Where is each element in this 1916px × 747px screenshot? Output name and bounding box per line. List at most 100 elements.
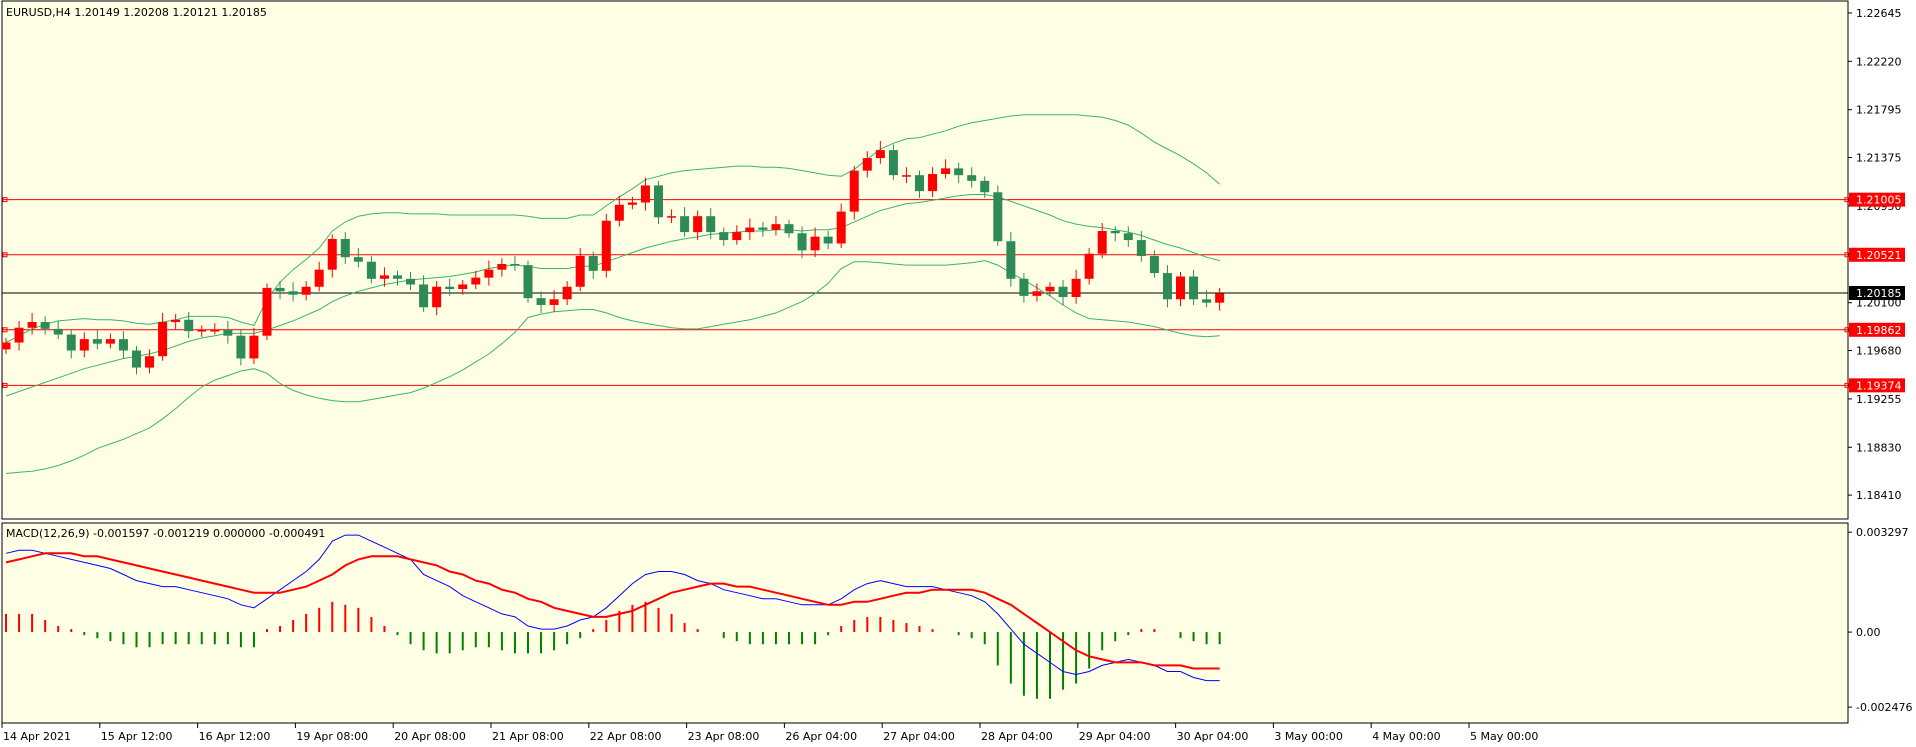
candle[interactable] [797, 226, 807, 259]
candle[interactable] [693, 210, 703, 241]
candle[interactable] [105, 333, 115, 349]
candle[interactable] [184, 311, 194, 338]
candle[interactable] [627, 196, 637, 210]
candle[interactable] [132, 345, 141, 375]
candle[interactable] [510, 256, 520, 271]
candles[interactable] [1, 141, 1225, 375]
candle[interactable] [993, 185, 1003, 246]
macd-pane[interactable] [1, 522, 1849, 724]
candle[interactable] [732, 225, 742, 245]
candle[interactable] [915, 170, 924, 198]
candle[interactable] [928, 167, 938, 197]
candle[interactable] [823, 230, 833, 250]
candle[interactable] [771, 216, 781, 236]
candle[interactable] [1202, 290, 1212, 308]
candle[interactable] [393, 270, 402, 286]
candle[interactable] [197, 325, 207, 337]
candle[interactable] [353, 248, 363, 268]
candle[interactable] [654, 180, 663, 225]
candle[interactable] [1110, 226, 1120, 242]
candle[interactable] [40, 316, 50, 335]
candle[interactable] [53, 320, 63, 340]
candle[interactable] [118, 331, 128, 359]
candle[interactable] [314, 261, 324, 292]
candle[interactable] [875, 141, 885, 164]
candle[interactable] [14, 320, 24, 351]
candle[interactable] [484, 260, 494, 286]
candle[interactable] [745, 218, 755, 241]
candle[interactable] [66, 330, 76, 359]
candle[interactable] [458, 279, 468, 295]
candle[interactable] [1084, 248, 1094, 285]
candle[interactable] [523, 260, 533, 303]
candle[interactable] [210, 323, 220, 335]
candle[interactable] [1149, 250, 1159, 278]
candle[interactable] [640, 177, 650, 211]
candle[interactable] [471, 270, 481, 290]
level-handle[interactable] [2, 197, 8, 203]
candle[interactable] [941, 159, 951, 179]
candle[interactable] [1071, 269, 1081, 304]
candle[interactable] [27, 312, 37, 335]
candle[interactable] [1019, 273, 1029, 303]
candle[interactable] [849, 166, 859, 220]
candle[interactable] [1032, 283, 1042, 302]
candle[interactable] [1097, 223, 1107, 259]
candle[interactable] [171, 314, 181, 331]
candle[interactable] [158, 312, 168, 361]
candle[interactable] [862, 151, 872, 178]
candle[interactable] [1189, 269, 1199, 305]
candle[interactable] [262, 283, 272, 341]
candle[interactable] [706, 208, 716, 239]
candle[interactable] [719, 227, 729, 246]
candle[interactable] [92, 330, 102, 350]
level-handle[interactable] [2, 252, 8, 258]
candle[interactable] [1123, 226, 1133, 247]
candle[interactable] [967, 167, 977, 188]
candle[interactable] [575, 248, 585, 292]
candle[interactable] [836, 203, 846, 249]
candle[interactable] [145, 349, 155, 374]
level-handle[interactable] [2, 327, 8, 333]
candle[interactable] [888, 144, 898, 180]
candle[interactable] [445, 278, 455, 296]
candle[interactable] [1006, 232, 1016, 287]
candle[interactable] [419, 275, 429, 312]
candle[interactable] [810, 227, 820, 258]
candle[interactable] [954, 162, 964, 184]
candle[interactable] [379, 267, 389, 287]
candle[interactable] [366, 256, 376, 284]
candle[interactable] [588, 251, 598, 279]
candle[interactable] [223, 320, 233, 344]
candle[interactable] [562, 281, 572, 305]
candle[interactable] [288, 282, 298, 302]
candle[interactable] [614, 195, 624, 227]
candle[interactable] [406, 271, 416, 291]
candle[interactable] [236, 330, 246, 366]
candle[interactable] [1058, 279, 1068, 305]
candle[interactable] [536, 291, 546, 313]
candle[interactable] [432, 281, 442, 316]
candle[interactable] [1136, 230, 1146, 262]
candle[interactable] [1176, 271, 1185, 307]
candle[interactable] [301, 281, 311, 301]
level-handle[interactable] [2, 382, 8, 388]
candle[interactable] [901, 167, 911, 184]
candle[interactable] [1162, 265, 1172, 308]
candle[interactable] [980, 176, 990, 198]
price-pane[interactable] [1, 0, 1849, 520]
candle[interactable] [601, 213, 611, 278]
candle[interactable] [758, 221, 768, 237]
candle[interactable] [680, 207, 690, 237]
candle[interactable] [79, 332, 89, 358]
candle[interactable] [340, 232, 350, 264]
candle[interactable] [784, 219, 794, 238]
candle[interactable] [497, 258, 507, 277]
candle[interactable] [249, 327, 259, 365]
candle[interactable] [549, 290, 559, 312]
candle[interactable] [1045, 282, 1055, 296]
candle[interactable] [275, 281, 285, 300]
candle[interactable] [1, 337, 11, 354]
candle[interactable] [1215, 287, 1225, 311]
